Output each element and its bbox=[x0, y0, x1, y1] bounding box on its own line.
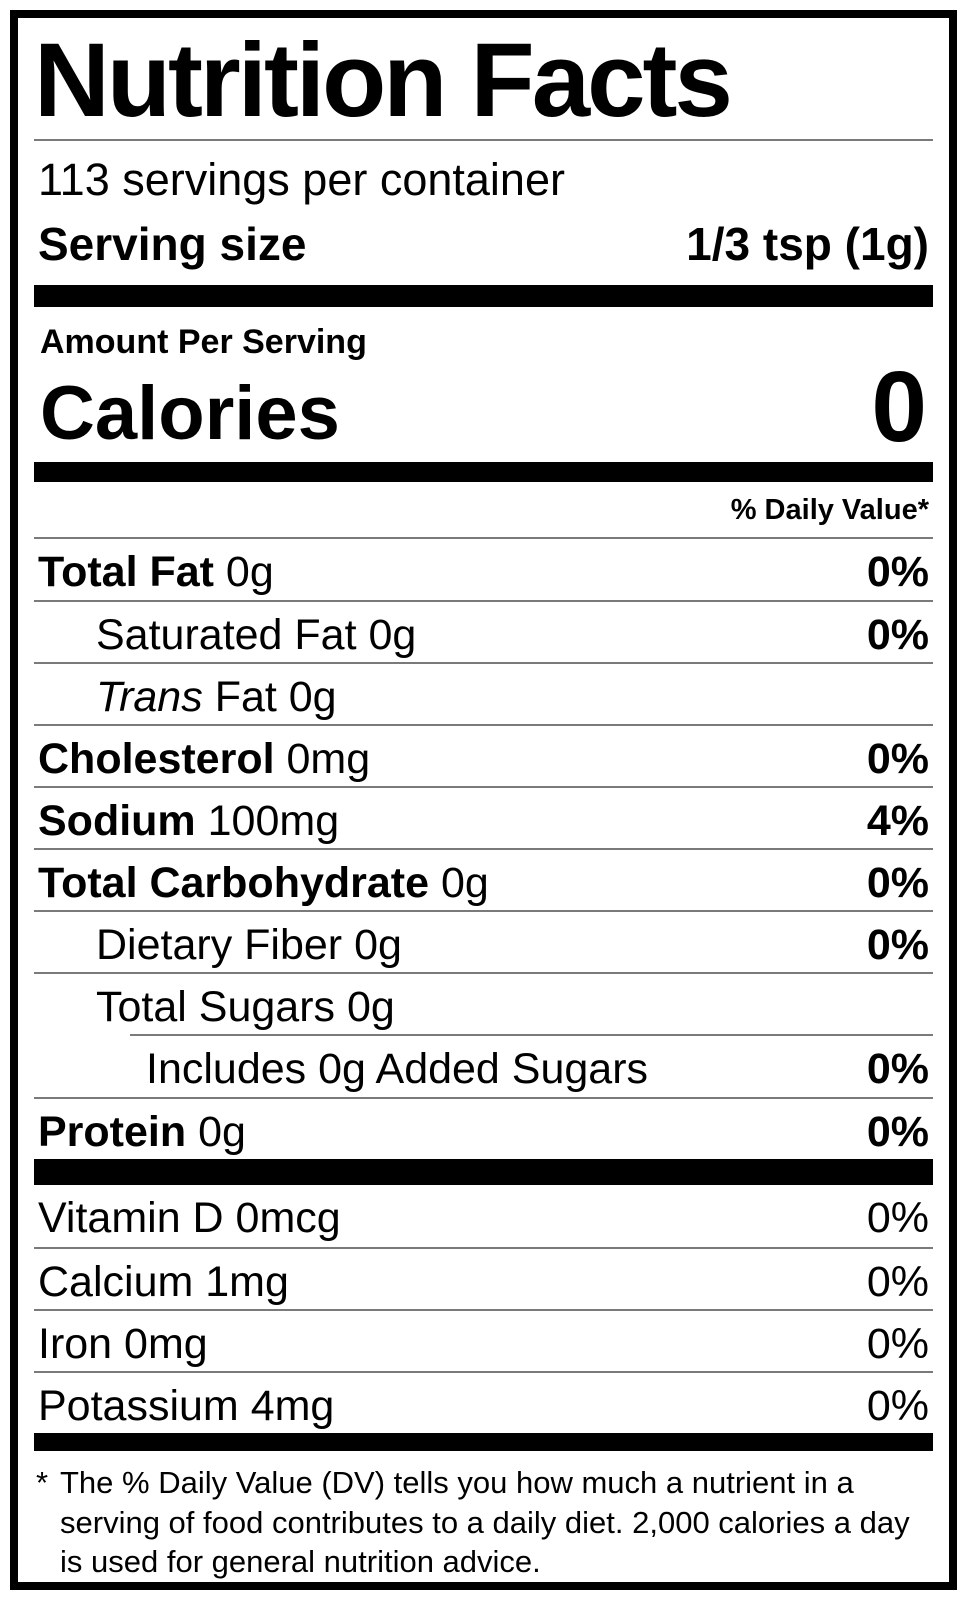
vitamin-row-potassium: Potassium 4mg 0% bbox=[34, 1370, 933, 1433]
nutrient-name: Dietary Fiber bbox=[96, 921, 343, 970]
servings-per-container: 113 servings per container bbox=[38, 154, 565, 206]
vitamin-name: Potassium 4mg bbox=[38, 1381, 335, 1430]
serving-size-value: 1/3 tsp (1g) bbox=[686, 218, 929, 271]
nutrient-daily-value: 0% bbox=[866, 734, 929, 783]
daily-value-footnote: * The % Daily Value (DV) tells you how m… bbox=[34, 1451, 933, 1582]
vitamin-row-calcium: Calcium 1mg 0% bbox=[34, 1246, 933, 1309]
nutrient-amount: 0g bbox=[346, 983, 395, 1032]
vitamin-daily-value: 0% bbox=[866, 1193, 929, 1242]
vitamin-name: Iron 0mg bbox=[38, 1319, 208, 1368]
calories-value: 0 bbox=[871, 351, 927, 464]
nutrient-name: Sodium bbox=[38, 796, 196, 845]
nutrient-row-dietary-fiber: Dietary Fiber 0g 0% bbox=[34, 910, 933, 972]
nutrient-amount: 0g bbox=[198, 1107, 246, 1156]
nutrient-daily-value: 4% bbox=[866, 796, 929, 845]
vitamin-daily-value: 0% bbox=[866, 1381, 929, 1430]
nutrient-name: Saturated Fat bbox=[96, 610, 357, 659]
nutrient-row-sodium: Sodium 100mg 4% bbox=[34, 785, 933, 848]
vitamin-daily-value: 0% bbox=[866, 1319, 929, 1368]
nutrient-amount: 0g bbox=[368, 610, 417, 659]
nutrient-row-cholesterol: Cholesterol 0mg 0% bbox=[34, 723, 933, 786]
nutrient-name: Cholesterol bbox=[38, 734, 275, 783]
nutrient-row-protein: Protein 0g 0% bbox=[34, 1096, 933, 1159]
serving-size-label: Serving size bbox=[38, 218, 307, 271]
vitamin-row-iron: Iron 0mg 0% bbox=[34, 1308, 933, 1371]
nutrient-daily-value: 0% bbox=[866, 1045, 929, 1094]
label-title: Nutrition Facts bbox=[34, 22, 733, 139]
footnote-text: The % Daily Value (DV) tells you how muc… bbox=[60, 1465, 910, 1580]
nutrient-row-total-carbohydrate: Total Carbohydrate 0g 0% bbox=[34, 848, 933, 910]
nutrient-row-total-sugars: Total Sugars 0g bbox=[34, 972, 933, 1034]
nutrient-row-trans-fat: Trans Fat 0g bbox=[34, 661, 933, 724]
thick-bar-calories bbox=[34, 462, 933, 483]
title-divider bbox=[34, 139, 933, 142]
nutrition-facts-label: Nutrition Facts 113 servings per contain… bbox=[10, 10, 957, 1590]
nutrient-daily-value: 0% bbox=[866, 610, 929, 659]
nutrient-row-added-sugars: Includes 0g Added Sugars 0% bbox=[130, 1034, 933, 1096]
nutrient-name: Trans bbox=[96, 672, 203, 721]
nutrient-amount: 100mg bbox=[207, 796, 340, 845]
calories-row: Calories 0 bbox=[34, 351, 933, 464]
daily-value-header: % Daily Value* bbox=[730, 494, 929, 527]
nutrient-name: Total Fat bbox=[38, 548, 214, 597]
vitamin-name: Vitamin D 0mcg bbox=[38, 1193, 341, 1242]
vitamin-name: Calcium 1mg bbox=[38, 1257, 289, 1306]
nutrient-daily-value: 0% bbox=[866, 1107, 929, 1156]
nutrient-amount: 0g bbox=[225, 548, 274, 597]
nutrient-daily-value: 0% bbox=[866, 921, 929, 970]
nutrient-amount: 0mg bbox=[286, 734, 371, 783]
nutrient-daily-value: 0% bbox=[866, 859, 929, 908]
nutrient-amount: 0g bbox=[354, 921, 402, 970]
nutrient-name: Protein bbox=[38, 1107, 187, 1156]
vitamin-row-vitamin-d: Vitamin D 0mcg 0% bbox=[34, 1185, 933, 1247]
nutrient-name: Total Carbohydrate bbox=[38, 859, 430, 908]
nutrient-amount: 0g bbox=[440, 859, 489, 908]
amount-per-serving-label: Amount Per Serving bbox=[40, 323, 367, 362]
serving-size-row: Serving size 1/3 tsp (1g) bbox=[34, 209, 933, 285]
thick-bar-vitamins bbox=[34, 1158, 933, 1185]
nutrient-row-saturated-fat: Saturated Fat 0g 0% bbox=[34, 599, 933, 662]
vitamin-daily-value: 0% bbox=[866, 1257, 929, 1306]
thick-bar-serving bbox=[34, 285, 933, 308]
thick-bar-footnote bbox=[34, 1433, 933, 1452]
nutrient-row-total-fat: Total Fat 0g 0% bbox=[34, 537, 933, 599]
footnote-asterisk: * bbox=[36, 1465, 49, 1501]
nutrient-name: Includes 0g Added Sugars bbox=[146, 1045, 649, 1094]
nutrient-amount: Fat 0g bbox=[214, 672, 337, 721]
nutrient-daily-value: 0% bbox=[866, 548, 929, 597]
nutrient-name: Total Sugars bbox=[96, 983, 336, 1032]
calories-label: Calories bbox=[40, 371, 340, 457]
